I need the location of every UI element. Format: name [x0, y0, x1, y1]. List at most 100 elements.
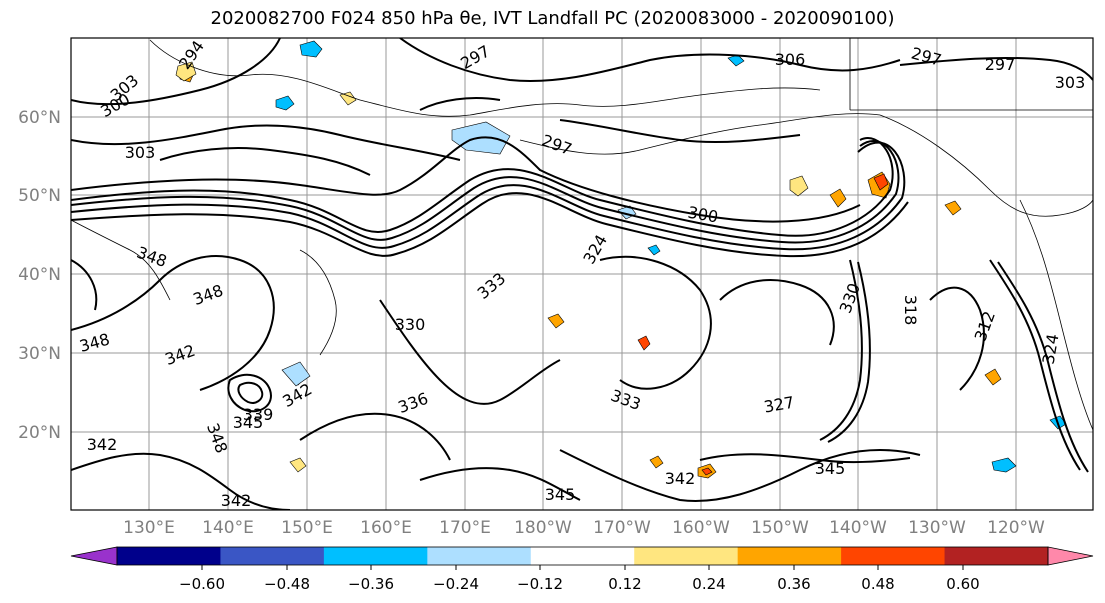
contour-line — [929, 286, 985, 391]
contour-label: 306 — [775, 50, 806, 69]
negative-patch — [647, 244, 661, 256]
colorbar-segment — [323, 547, 428, 565]
longitude-label: 160°E — [360, 518, 412, 538]
theta-e-contours — [71, 38, 1093, 510]
longitude-label: 120°W — [987, 518, 1045, 538]
colorbar-tick-label: −0.24 — [433, 575, 479, 593]
contour-line — [71, 136, 861, 223]
contour-line — [819, 259, 863, 441]
longitude-label: 130°E — [123, 518, 175, 538]
contour-label: 303 — [1055, 73, 1086, 92]
negative-patch — [991, 457, 1017, 473]
coastline — [149, 39, 821, 117]
contour-line — [989, 259, 1081, 471]
contour-line — [997, 261, 1089, 473]
positive-patch — [701, 467, 713, 476]
contour-line — [827, 261, 871, 443]
contour-line — [71, 141, 906, 251]
contour-line — [379, 299, 561, 405]
contour-line — [71, 192, 909, 258]
latitude-label: 40°N — [18, 265, 61, 285]
colorbar: −0.60 −0.48 −0.36 −0.24 −0.12 0.12 0.24 0.36 0.4… — [70, 546, 1094, 593]
negative-patch — [281, 361, 311, 387]
map-title: 2020082700 F024 850 hPa θe, IVT Landfall… — [210, 8, 895, 29]
contour-line — [899, 56, 1093, 81]
contour-label: 303 — [125, 143, 156, 162]
contour-line — [719, 279, 835, 346]
coastline — [299, 249, 337, 356]
colorbar-frame — [116, 546, 1049, 566]
contour-line — [559, 119, 801, 144]
positive-patch — [637, 335, 651, 351]
map-frame — [70, 37, 1094, 511]
colorbar-tick-label: 0.12 — [608, 575, 641, 593]
contour-label: 342 — [221, 491, 252, 510]
coastline — [879, 114, 1093, 217]
colorbar-segment — [530, 547, 635, 565]
coastline — [519, 113, 881, 155]
contour-line — [419, 467, 581, 501]
positive-patch — [873, 173, 889, 191]
positive-patch — [547, 313, 565, 329]
contour-label: 330 — [395, 315, 426, 334]
longitude-label: 140°W — [829, 518, 887, 538]
contour-line — [71, 259, 98, 311]
contour-line — [71, 124, 461, 161]
colorbar-tick-label: −0.48 — [264, 575, 310, 593]
longitude-label: 160°W — [672, 518, 730, 538]
colorbar-tick-label: 0.60 — [946, 575, 979, 593]
colorbar-segment — [427, 547, 532, 565]
positive-patch — [829, 188, 847, 208]
contour-label: 345 — [545, 485, 576, 504]
coastlines — [71, 38, 1093, 431]
negative-patch — [275, 95, 295, 111]
colorbar-tick-label: 0.48 — [861, 575, 894, 593]
coastline — [849, 38, 1093, 111]
contour-line — [71, 38, 281, 106]
contour-line — [71, 255, 275, 391]
longitude-label: 150°E — [281, 518, 333, 538]
contour-line — [399, 38, 901, 82]
longitude-label: 170°E — [439, 518, 491, 538]
positive-patch — [789, 175, 809, 197]
positive-patch — [289, 457, 307, 473]
grid-lines — [71, 38, 1093, 510]
contour-line — [237, 381, 264, 404]
colorbar-segment — [117, 547, 221, 565]
latitude-label: 20°N — [18, 423, 61, 443]
contour-label: 342 — [665, 469, 696, 488]
longitude-label: 130°W — [908, 518, 966, 538]
colorbar-segment — [737, 547, 842, 565]
contour-label: 342 — [87, 435, 118, 454]
contour-line — [71, 140, 900, 244]
positive-patch — [339, 91, 357, 106]
contour-line — [227, 373, 272, 413]
longitude-label: 180°W — [514, 518, 572, 538]
contour-line — [559, 449, 921, 502]
positive-patch — [944, 200, 962, 216]
contour-line — [71, 137, 894, 237]
colorbar-tick-label: −0.60 — [179, 575, 225, 593]
longitude-label: 170°W — [593, 518, 651, 538]
contour-line — [299, 412, 451, 461]
colorbar-tick-label: −0.12 — [517, 575, 563, 593]
colorbar-tick-label: 0.24 — [692, 575, 725, 593]
colorbar-tick-label: 0.36 — [777, 575, 810, 593]
contour-label: 345 — [233, 413, 264, 432]
latitude-label: 50°N — [18, 186, 61, 206]
latitude-labels: 60°N 50°N 40°N 30°N 20°N — [18, 108, 61, 443]
contour-label: 339 — [243, 405, 274, 424]
negative-patch — [299, 40, 323, 58]
colorbar-extend-low — [70, 546, 118, 566]
positive-patch — [984, 368, 1002, 386]
colorbar-segment — [841, 547, 946, 565]
colorbar-segment — [944, 547, 1049, 565]
contour-label: 297 — [985, 55, 1016, 74]
positive-patch — [649, 455, 664, 469]
latitude-label: 60°N — [18, 108, 61, 128]
longitude-labels: 130°E 140°E 150°E 160°E 170°E 180°W 170°W 160°W… — [123, 518, 1045, 538]
contour-line — [699, 453, 911, 464]
contour-label: 318 — [901, 295, 920, 326]
